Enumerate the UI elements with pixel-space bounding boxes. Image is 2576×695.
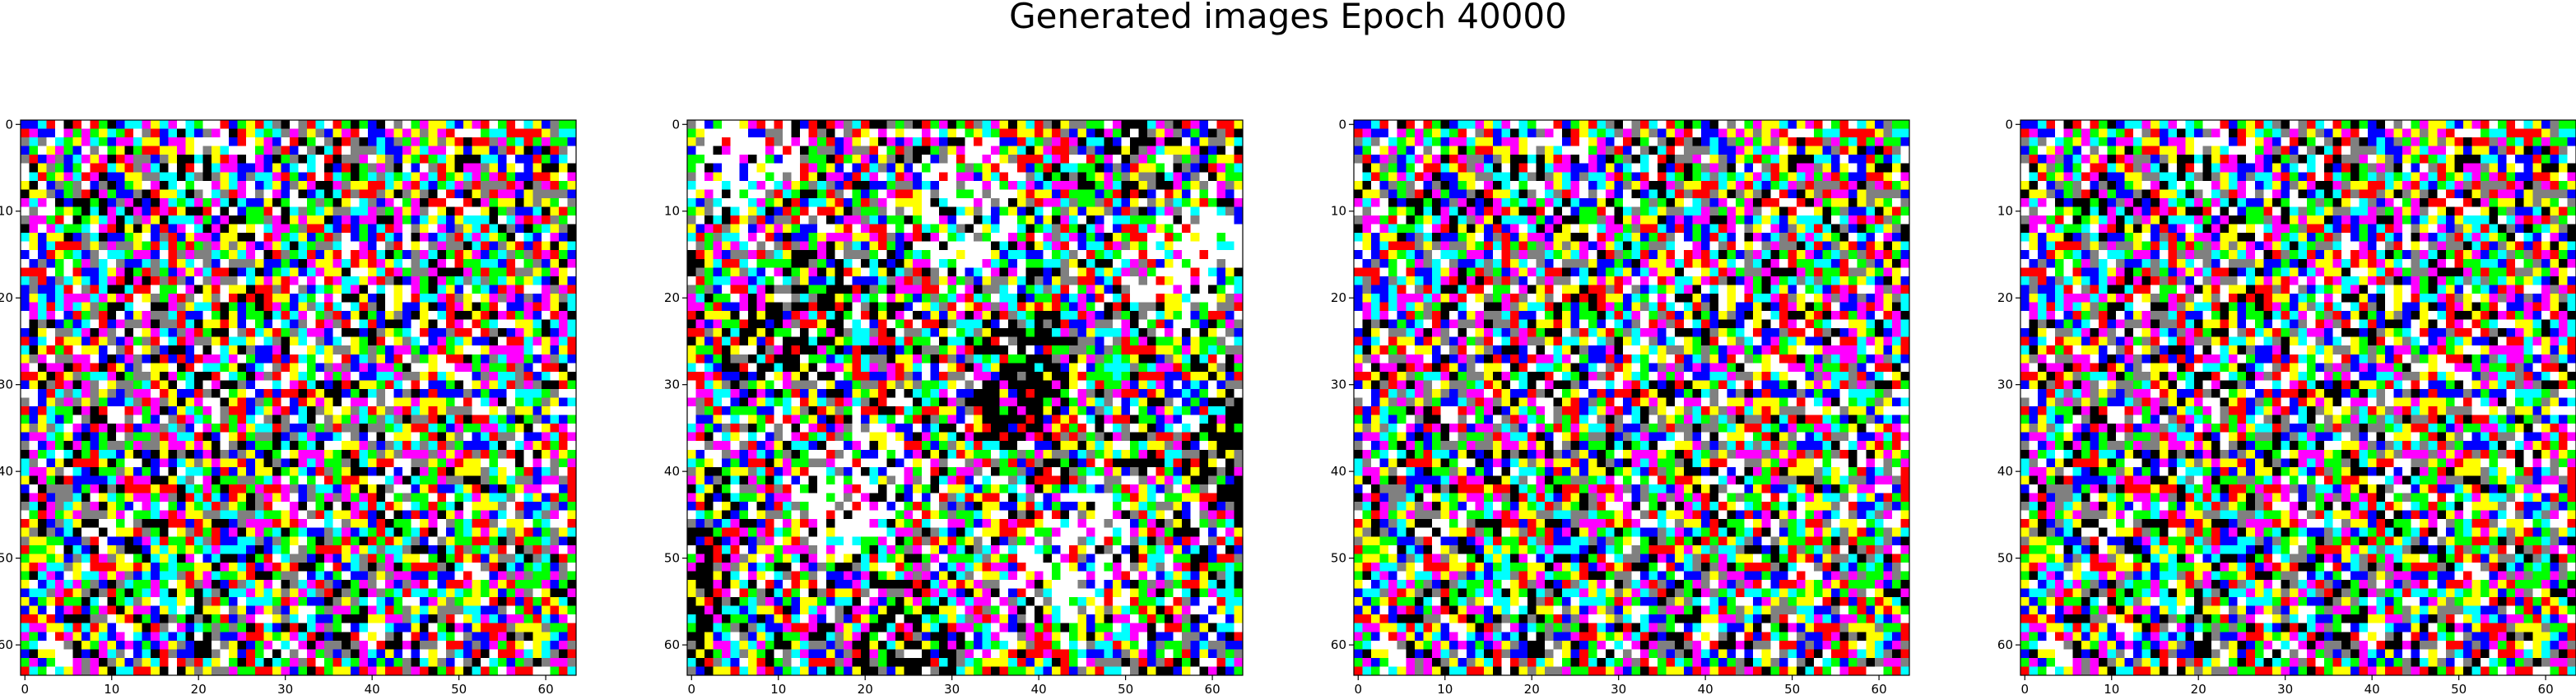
x-tick-label: 40: [365, 682, 380, 695]
y-tick-label: 10: [1997, 204, 2013, 219]
generated-image: [2020, 120, 2576, 675]
y-tick-label: 10: [0, 204, 13, 219]
x-tick-label: 0: [21, 682, 30, 695]
x-tick-label: 60: [538, 682, 554, 695]
panel-image-4: 0 10 20 30 40 50 60 0 10 20 30 40 50 60: [1997, 117, 2576, 695]
generated-image: [1354, 120, 1909, 675]
axes-frame: [686, 119, 1244, 676]
x-tick-label: 10: [1437, 682, 1453, 695]
panel-image-2: 0 10 20 30 40 50 60 0 10 20 30 40 50 60: [664, 117, 1244, 695]
x-tick-label: 50: [1118, 682, 1133, 695]
x-tick-label: 30: [1611, 682, 1626, 695]
y-tick-label: 50: [664, 551, 680, 566]
x-tick-label: 20: [191, 682, 207, 695]
x-tick-label: 40: [1698, 682, 1713, 695]
panel-image-1: 0 10 20 30 40 50 60 0 10 20 30 40 50 60: [0, 117, 577, 695]
x-tick-label: 60: [2538, 682, 2554, 695]
x-tick-label: 40: [2364, 682, 2380, 695]
x-tick-label: 10: [2104, 682, 2119, 695]
y-tick-label: 60: [1997, 637, 2013, 652]
y-tick-label: 40: [1997, 464, 2013, 479]
y-tick-label: 20: [1331, 290, 1346, 305]
x-tick-label: 20: [858, 682, 873, 695]
y-tick-label: 40: [664, 464, 680, 479]
x-tick-label: 30: [944, 682, 960, 695]
y-tick-label: 50: [1997, 551, 2013, 566]
y-tick-label: 0: [5, 117, 13, 132]
x-tick-label: 10: [770, 682, 786, 695]
y-tick-label: 0: [1338, 117, 1346, 132]
x-tick-label: 50: [2451, 682, 2467, 695]
y-tick-label: 50: [1331, 551, 1346, 566]
x-tick-label: 50: [1784, 682, 1800, 695]
axes-frame: [1353, 119, 1910, 676]
panel-image-3: 0 10 20 30 40 50 60 0 10 20 30 40 50 60: [1331, 117, 1910, 695]
y-tick-label: 20: [1997, 290, 2013, 305]
x-tick-label: 0: [688, 682, 696, 695]
x-tick-label: 60: [1872, 682, 1887, 695]
axes-frame: [20, 119, 577, 676]
y-tick-label: 40: [0, 464, 13, 479]
x-tick-label: 30: [2277, 682, 2293, 695]
y-tick-label: 30: [664, 378, 680, 392]
generated-image: [21, 120, 576, 675]
generated-image: [687, 120, 1243, 675]
x-tick-label: 60: [1205, 682, 1221, 695]
x-tick-label: 30: [277, 682, 293, 695]
y-tick-label: 60: [0, 637, 13, 652]
figure-title: Generated images Epoch 40000: [1009, 0, 1567, 36]
axes-frame: [2020, 119, 2576, 676]
y-tick-label: 50: [0, 551, 13, 566]
y-tick-label: 10: [664, 204, 680, 219]
x-tick-label: 50: [451, 682, 467, 695]
y-tick-label: 30: [1331, 378, 1346, 392]
x-tick-label: 40: [1031, 682, 1047, 695]
x-tick-label: 0: [2021, 682, 2030, 695]
y-tick-label: 30: [0, 378, 13, 392]
y-tick-label: 20: [0, 290, 13, 305]
x-tick-label: 20: [1524, 682, 1540, 695]
y-tick-label: 60: [664, 637, 680, 652]
y-tick-label: 40: [1331, 464, 1346, 479]
y-tick-label: 10: [1331, 204, 1346, 219]
x-tick-label: 0: [1355, 682, 1363, 695]
y-tick-label: 30: [1997, 378, 2013, 392]
y-tick-label: 60: [1331, 637, 1346, 652]
y-tick-label: 0: [672, 117, 680, 132]
y-tick-label: 20: [664, 290, 680, 305]
y-tick-label: 0: [2005, 117, 2013, 132]
x-tick-label: 10: [104, 682, 119, 695]
x-tick-label: 20: [2191, 682, 2206, 695]
